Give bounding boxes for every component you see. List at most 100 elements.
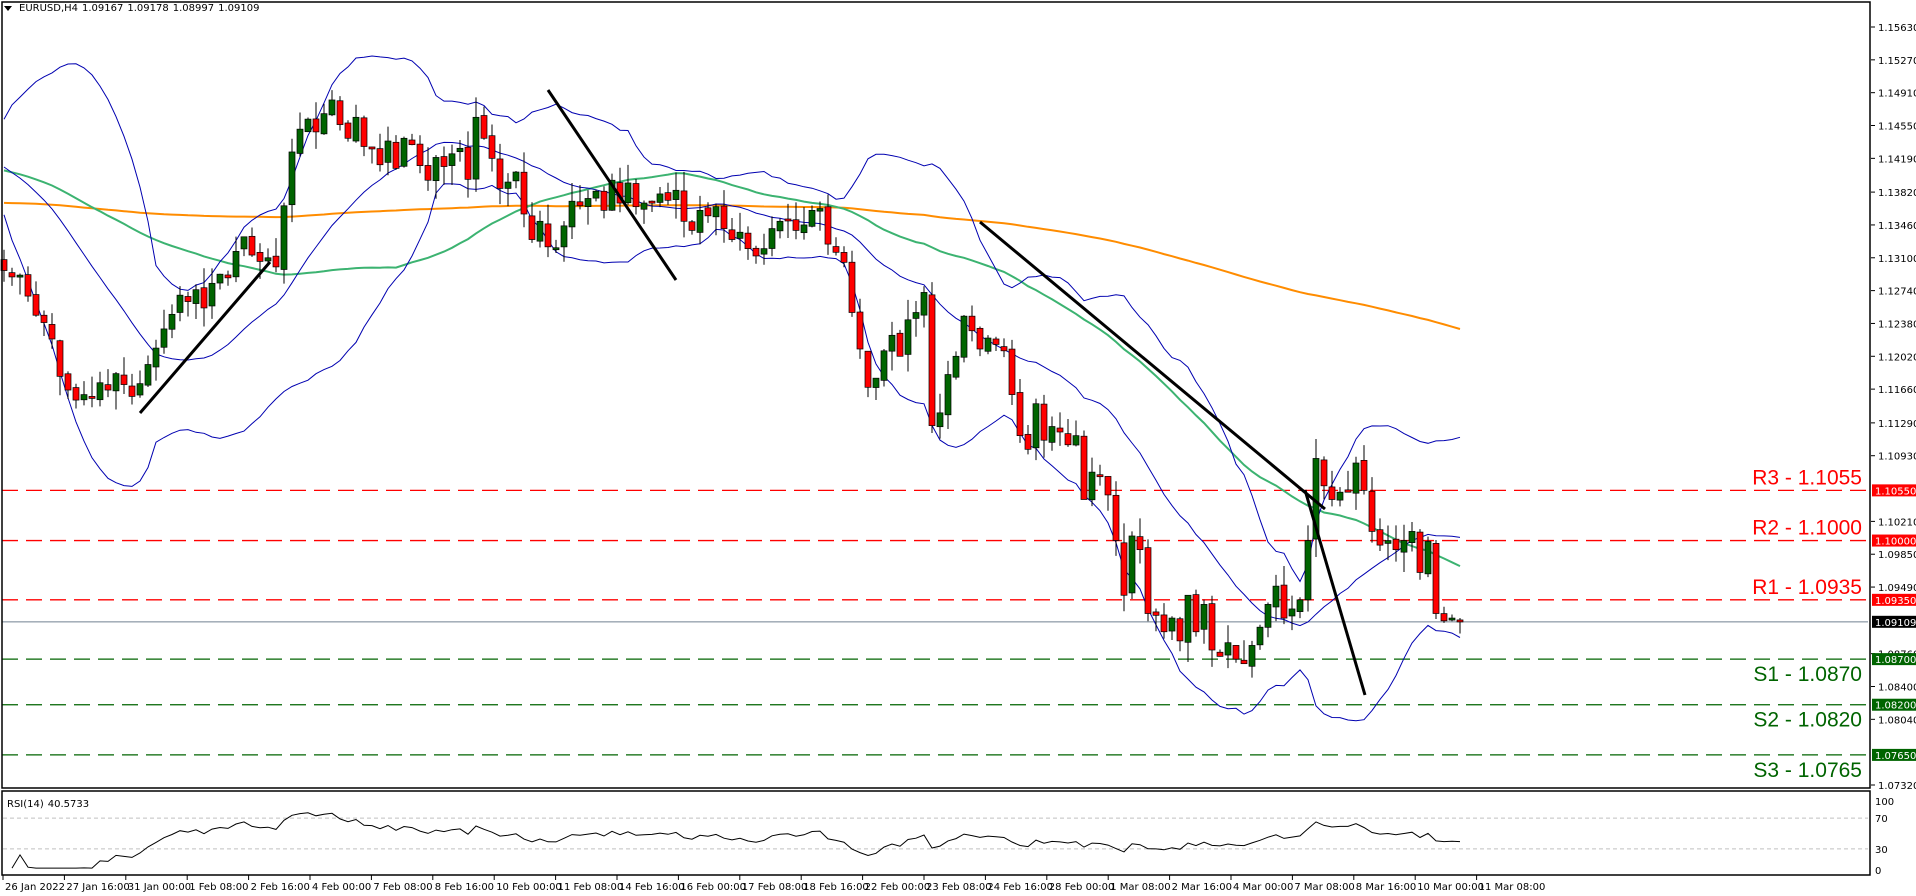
candle — [1144, 547, 1152, 614]
candle — [544, 223, 552, 248]
candle — [560, 225, 568, 248]
time-tick-label: 31 Jan 00:00 — [128, 882, 191, 893]
candle — [960, 315, 968, 358]
candle — [800, 224, 808, 234]
price-tick-label: 1.14190 — [1878, 154, 1916, 165]
candle — [1064, 433, 1072, 446]
candle — [440, 156, 448, 167]
candle — [336, 100, 344, 125]
candle — [232, 251, 240, 278]
price-tick-label: 1.14550 — [1878, 122, 1916, 133]
time-tick-label: 2 Feb 16:00 — [251, 882, 310, 893]
candle — [1392, 538, 1400, 551]
candle — [968, 315, 976, 332]
trendlines[interactable] — [138, 89, 1367, 696]
candle — [1432, 543, 1440, 614]
candle — [96, 382, 104, 401]
svg-text:100: 100 — [1875, 797, 1894, 808]
candle — [8, 272, 16, 278]
rsi-label: RSI(14) — [7, 799, 44, 810]
price-tick-label: 1.07320 — [1878, 781, 1916, 792]
candle — [1104, 476, 1112, 496]
candle — [1416, 531, 1424, 573]
candle — [456, 147, 464, 153]
level-labels: R3 - 1.1055 R2 - 1.1000 R1 - 1.0935 S1 - 1.… — [1752, 466, 1862, 782]
candle — [888, 334, 896, 352]
candle — [1368, 490, 1376, 532]
candle — [680, 190, 688, 222]
candle — [1008, 348, 1016, 395]
time-tick-label: 28 Feb 00:00 — [1049, 882, 1115, 893]
collapse-triangle-icon[interactable] — [4, 6, 12, 11]
time-tick-label: 24 Feb 16:00 — [987, 882, 1053, 893]
level-tag-R3: 1.10550 — [1875, 486, 1916, 497]
candle — [432, 157, 440, 182]
candle — [536, 220, 544, 242]
candle — [576, 201, 584, 207]
price-tick-label: 1.12740 — [1878, 287, 1916, 298]
candle — [760, 248, 768, 255]
close-value: 1.09109 — [218, 3, 260, 14]
candle — [656, 193, 664, 203]
candle — [1216, 651, 1224, 657]
candle — [1256, 626, 1264, 646]
candle — [480, 115, 488, 139]
price-axis[interactable]: 1.15630 1.15270 1.14910 1.14550 1.14190 1.138… — [1871, 23, 1916, 792]
candle — [64, 373, 72, 391]
price-tick-label: 1.12020 — [1878, 352, 1916, 363]
candle — [152, 347, 160, 368]
time-tick-label: 7 Mar 08:00 — [1294, 882, 1354, 893]
price-tick-label: 1.15270 — [1878, 56, 1916, 67]
candle — [512, 171, 520, 182]
rsi-line — [11, 812, 1461, 869]
candle — [768, 228, 776, 249]
candle — [976, 327, 984, 350]
trendline — [546, 89, 678, 281]
price-tick-label: 1.13460 — [1878, 221, 1916, 232]
price-tick-label: 1.13100 — [1878, 254, 1916, 265]
candle — [840, 252, 848, 263]
candle — [696, 209, 704, 233]
candle — [176, 294, 184, 313]
candle — [488, 135, 496, 159]
candle — [384, 140, 392, 163]
candle — [304, 118, 312, 133]
price-tick-label: 1.09490 — [1878, 583, 1916, 594]
symbol-label: EURUSD,H4 — [19, 3, 79, 14]
price-tick-label: 1.11290 — [1878, 419, 1916, 430]
candle — [904, 319, 912, 355]
candle — [1176, 618, 1184, 642]
candle — [48, 324, 56, 340]
candle — [520, 171, 528, 215]
candle — [1344, 489, 1352, 493]
candle — [360, 117, 368, 147]
candle — [720, 205, 728, 229]
time-tick-label: 22 Feb 00:00 — [865, 882, 931, 893]
candle — [640, 202, 648, 210]
trendline — [979, 220, 1326, 511]
trendline — [138, 261, 272, 414]
time-tick-label: 1 Feb 08:00 — [189, 882, 248, 893]
price-tick-label: 1.12380 — [1878, 319, 1916, 330]
candle — [24, 274, 32, 297]
candle — [40, 314, 48, 323]
candle — [592, 190, 600, 199]
time-tick-label: 26 Jan 2022 — [5, 882, 65, 893]
candle — [728, 229, 736, 240]
level-tag-R1: 1.09350 — [1875, 596, 1916, 607]
candle — [104, 384, 112, 391]
candle — [648, 200, 656, 204]
candle — [584, 198, 592, 207]
time-tick-label: 27 Jan 16:00 — [66, 882, 129, 893]
level-label-S3: S3 - 1.0765 — [1753, 759, 1862, 782]
candle — [1304, 540, 1312, 601]
candle — [288, 151, 296, 206]
candlesticks — [0, 90, 1464, 678]
candle — [1040, 403, 1048, 441]
level-label-S1: S1 - 1.0870 — [1753, 663, 1862, 686]
candle — [1280, 584, 1288, 619]
candle — [528, 215, 536, 240]
candle — [920, 292, 928, 316]
